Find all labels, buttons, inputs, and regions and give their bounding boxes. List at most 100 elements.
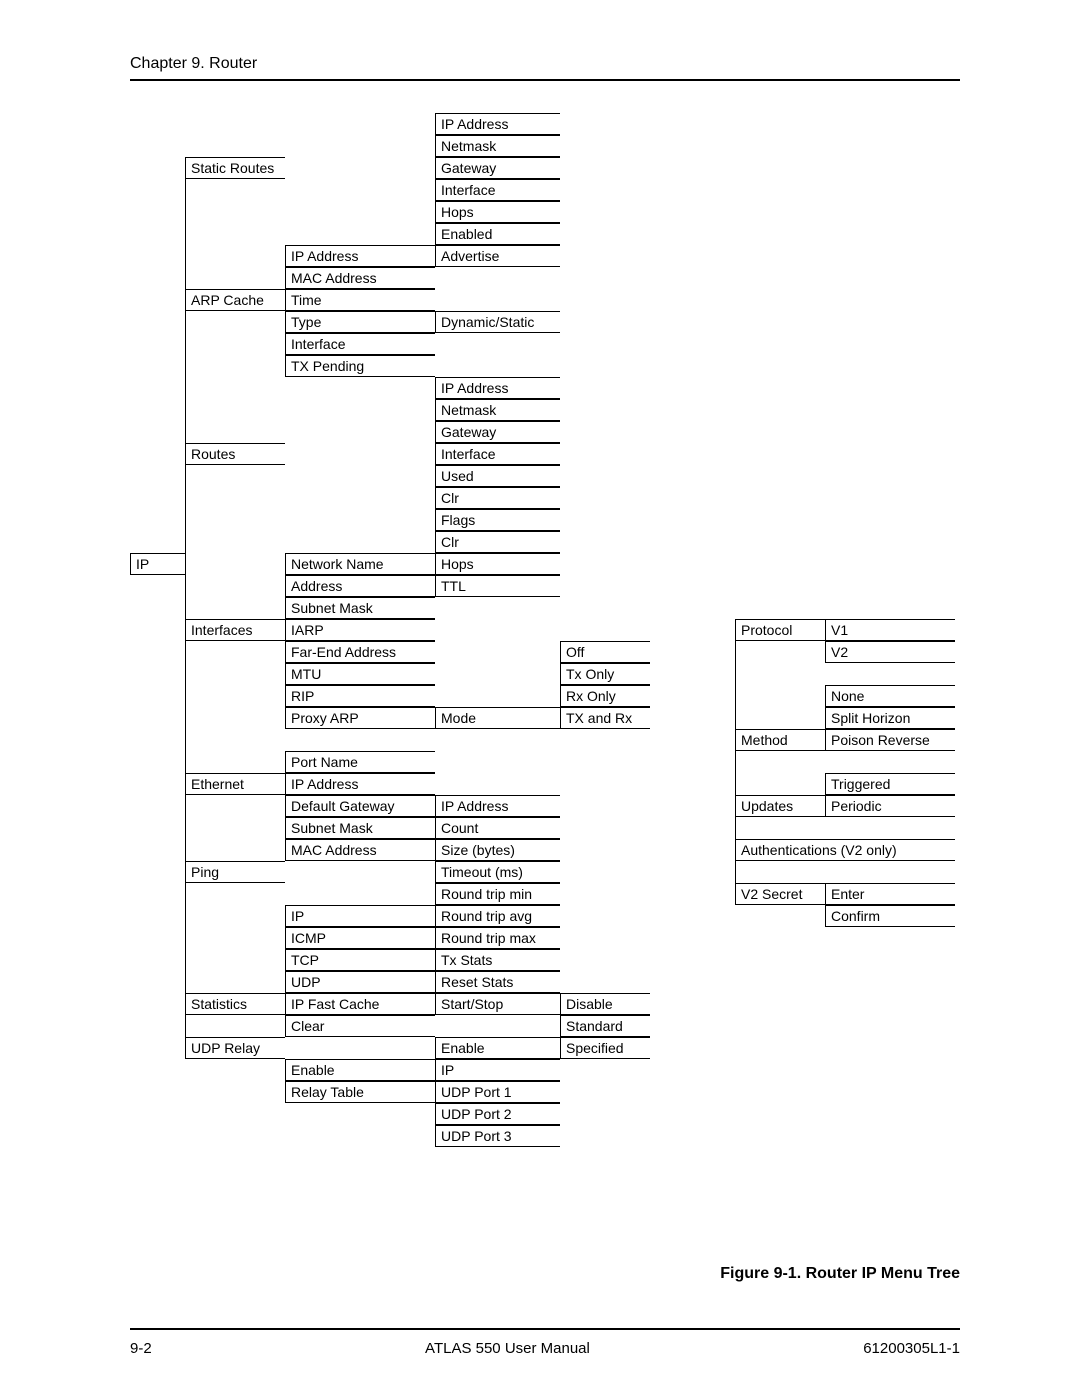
tree-node: Periodic (825, 795, 955, 817)
tree-node: IP Address (435, 795, 560, 817)
tree-node: Protocol (735, 619, 825, 641)
tree-node: Start/Stop (435, 993, 560, 1015)
tree-node: Relay Table (285, 1081, 435, 1103)
tree-node: Reset Stats (435, 971, 560, 993)
tree-node: Subnet Mask (285, 817, 435, 839)
tree-node: TCP (285, 949, 435, 971)
tree-node: Clear (285, 1015, 435, 1037)
chapter-header: Chapter 9. Router (130, 55, 960, 73)
tree-node: Enter (825, 883, 955, 905)
tree-node: Clr (435, 487, 560, 509)
tree-node: Timeout (ms) (435, 861, 560, 883)
page-footer: 9-2 ATLAS 550 User Manual 61200305L1-1 (130, 1328, 960, 1357)
tree-node: None (825, 685, 955, 707)
tree-node: Round trip avg (435, 905, 560, 927)
tree-node: MAC Address (285, 839, 435, 861)
tree-connector (825, 905, 826, 927)
tree-node: V1 (825, 619, 955, 641)
tree-node: V2 Secret (735, 883, 825, 905)
tree-node: Interface (435, 179, 560, 201)
tree-connector (435, 795, 436, 1015)
tree-node: Network Name (285, 553, 435, 575)
top-rule (130, 79, 960, 81)
tree-node: MTU (285, 663, 435, 685)
tree-node: Disable (560, 993, 650, 1015)
tree-node: Size (bytes) (435, 839, 560, 861)
tree-node: Authentications (V2 only) (735, 839, 955, 861)
page-number: 9-2 (130, 1340, 152, 1357)
tree-node: Rx Only (560, 685, 650, 707)
tree-node: Subnet Mask (285, 597, 435, 619)
tree-node: Specified (560, 1037, 650, 1059)
tree-node: V2 (825, 641, 955, 663)
tree-node: Count (435, 817, 560, 839)
tree-node: Address (285, 575, 435, 597)
footer-rule (130, 1328, 960, 1330)
tree-node: Statistics (185, 993, 285, 1015)
tree-node: TX Pending (285, 355, 435, 377)
tree-node: MAC Address (285, 267, 435, 289)
tree-node: Netmask (435, 399, 560, 421)
tree-node: Poison Reverse (825, 729, 955, 751)
tree-node: UDP Port 1 (435, 1081, 560, 1103)
tree-node: Time (285, 289, 435, 311)
tree-node: Ping (185, 861, 285, 883)
tree-node: Triggered (825, 773, 955, 795)
tree-connector (825, 641, 826, 663)
tree-node: IP Fast Cache (285, 993, 435, 1015)
tree-node: ARP Cache (185, 289, 285, 311)
tree-node: Proxy ARP (285, 707, 435, 729)
tree-root: IP (130, 553, 185, 575)
tree-node: IP Address (285, 773, 435, 795)
tree-node: TTL (435, 575, 560, 597)
tree-connector (825, 707, 826, 751)
tree-node: IP Address (435, 377, 560, 399)
tree-node: Split Horizon (825, 707, 955, 729)
tree-node: IP (435, 1059, 560, 1081)
tree-node: Enable (435, 1037, 560, 1059)
manual-title: ATLAS 550 User Manual (425, 1340, 590, 1357)
tree-node: Flags (435, 509, 560, 531)
menu-tree: Figure 9-1. Router IP Menu Tree IPStatic… (130, 113, 960, 1283)
tree-connector (130, 553, 131, 575)
tree-node: Interfaces (185, 619, 285, 641)
tree-node: Updates (735, 795, 825, 817)
tree-node: Port Name (285, 751, 435, 773)
tree-node: Enabled (435, 223, 560, 245)
tree-node: Gateway (435, 421, 560, 443)
tree-node: Hops (435, 201, 560, 223)
tree-node: Used (435, 465, 560, 487)
tree-connector (285, 1059, 286, 1103)
tree-node: Far-End Address (285, 641, 435, 663)
tree-node: RIP (285, 685, 435, 707)
tree-node: Default Gateway (285, 795, 435, 817)
tree-connector (285, 905, 286, 1037)
tree-node: IP (285, 905, 435, 927)
tree-node: Tx Only (560, 663, 650, 685)
tree-node: Clr (435, 531, 560, 553)
tree-node: Ethernet (185, 773, 285, 795)
tree-node: Round trip min (435, 883, 560, 905)
tree-node: Enable (285, 1059, 435, 1081)
tree-node: UDP Port 3 (435, 1125, 560, 1147)
tree-node: Round trip max (435, 927, 560, 949)
tree-node: Type (285, 311, 435, 333)
tree-node: Hops (435, 553, 560, 575)
tree-node: Method (735, 729, 825, 751)
tree-node: Routes (185, 443, 285, 465)
tree-node: Gateway (435, 157, 560, 179)
tree-node: Interface (285, 333, 435, 355)
tree-connector (285, 245, 286, 377)
tree-node: Confirm (825, 905, 955, 927)
tree-node: Tx Stats (435, 949, 560, 971)
tree-node: IP Address (435, 113, 560, 135)
tree-node: Dynamic/Static (435, 311, 560, 333)
tree-connector (825, 795, 826, 817)
tree-connector (435, 1037, 436, 1147)
doc-number: 61200305L1-1 (863, 1340, 960, 1357)
tree-node: Advertise (435, 245, 560, 267)
tree-node: ICMP (285, 927, 435, 949)
tree-node: IP Address (285, 245, 435, 267)
tree-node: UDP Port 2 (435, 1103, 560, 1125)
tree-connector (285, 553, 286, 729)
